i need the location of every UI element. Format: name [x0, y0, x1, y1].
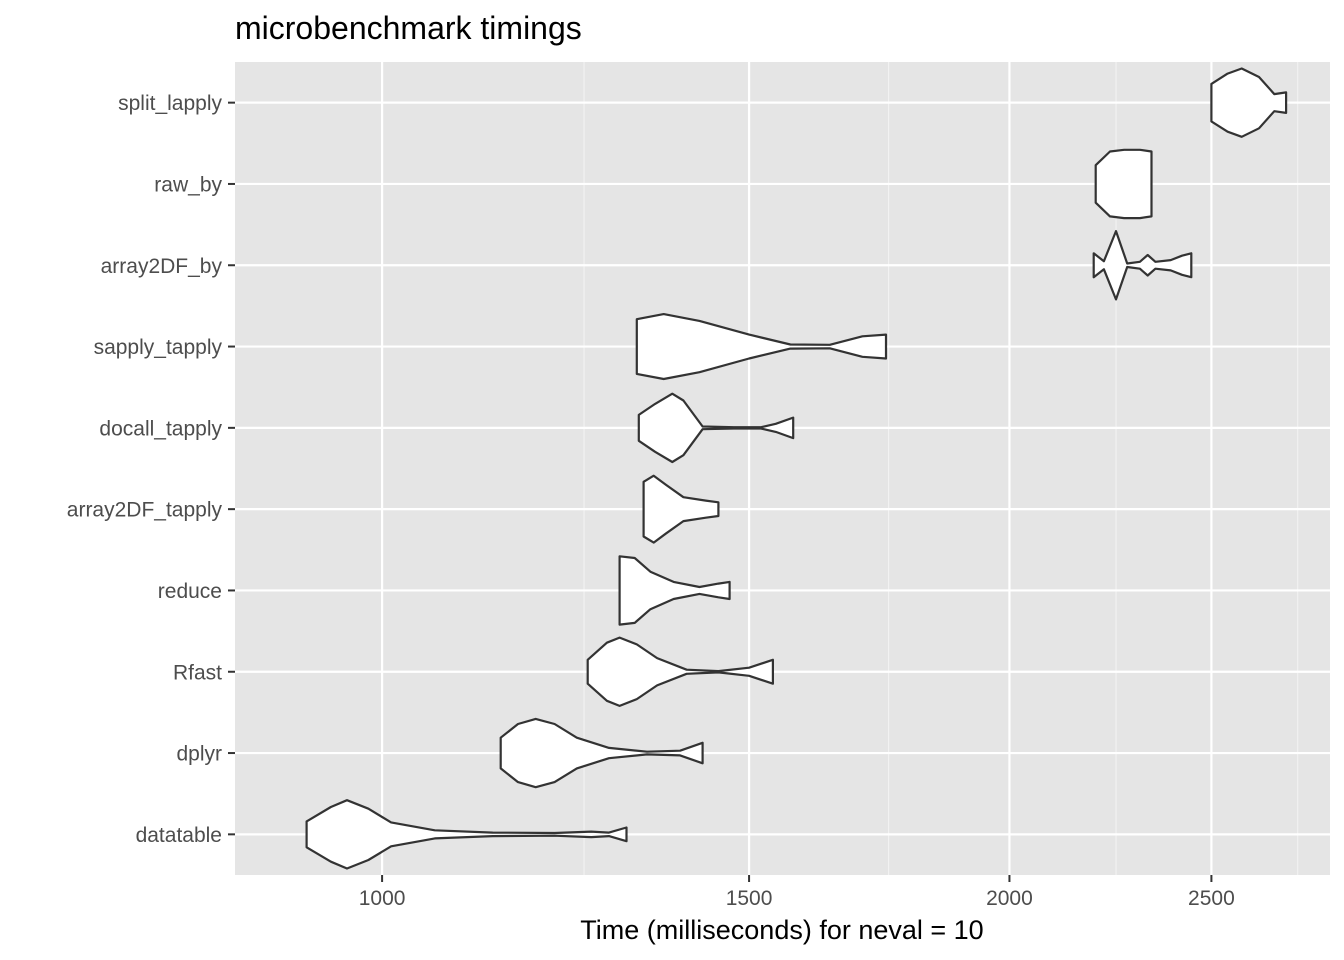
violin-split_lapply	[1210, 67, 1288, 138]
x-tick-label: 1000	[359, 887, 406, 910]
violin-datatable	[305, 799, 628, 870]
x-tick-label: 2000	[986, 887, 1033, 910]
violin-raw_by	[1094, 148, 1153, 220]
violins	[305, 67, 1288, 870]
violin-sapply_tapply	[635, 313, 888, 381]
y-tick-label: array2DF_by	[101, 255, 223, 278]
violin-Rfast	[586, 636, 774, 707]
y-tick-label: reduce	[158, 580, 222, 603]
x-axis-label: Time (milliseconds) for neval = 10	[580, 915, 983, 945]
x-tick-label: 1500	[726, 887, 773, 910]
y-tick-label: raw_by	[154, 173, 222, 196]
y-tick-label: dplyr	[176, 743, 222, 766]
y-tick-label: docall_tapply	[99, 417, 222, 440]
y-axis: datatable dplyr Rfast reduce array2DF_tapply…	[67, 92, 235, 847]
y-tick-label: split_lapply	[118, 92, 222, 115]
violin-array2DF_tapply	[642, 474, 720, 544]
y-tick-label: datatable	[136, 824, 222, 847]
violin-array2DF_by	[1092, 230, 1193, 301]
chart-title: microbenchmark timings	[235, 10, 582, 46]
y-tick-label: sapply_tapply	[94, 336, 223, 359]
violin-docall_tapply	[637, 392, 795, 464]
y-tick-label: array2DF_tapply	[67, 499, 223, 522]
violin-reduce	[618, 555, 731, 626]
x-axis: 1000 1500 2000 2500	[359, 875, 1235, 910]
x-tick-label: 2500	[1188, 887, 1235, 910]
violin-dplyr	[499, 717, 704, 789]
y-tick-label: Rfast	[173, 661, 222, 684]
